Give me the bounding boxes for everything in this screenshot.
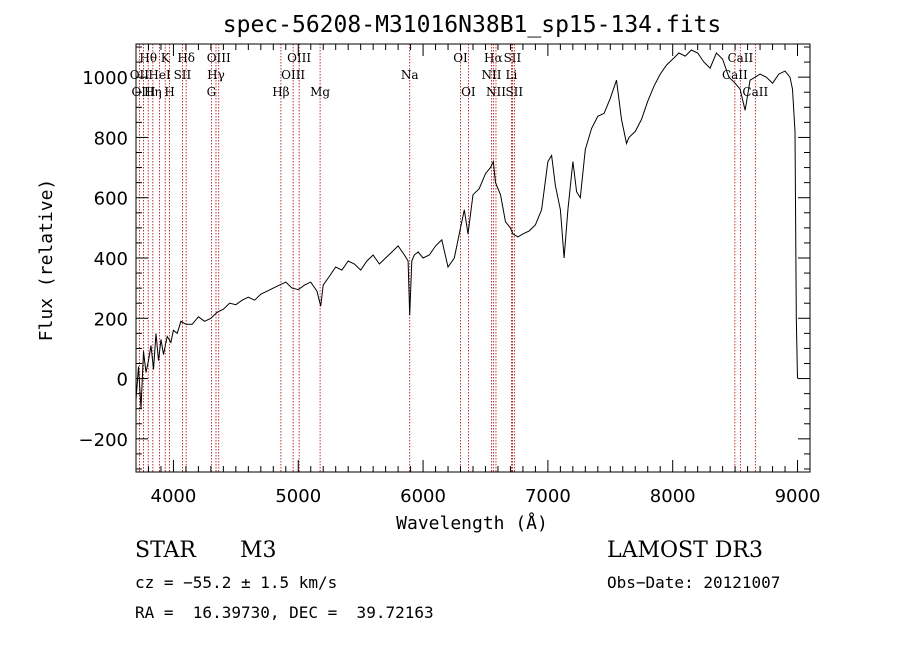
x-tick-label: 4000	[151, 486, 197, 507]
x-tick-label: 6000	[400, 486, 446, 507]
line-marker-label: Hγ	[207, 68, 225, 82]
line-marker-label: CaII	[742, 85, 768, 99]
line-marker-label: Li	[506, 68, 518, 82]
line-marker-label: Mg	[310, 85, 330, 99]
y-axis-label: Flux (relative)	[36, 179, 57, 342]
line-marker-label: NII	[481, 68, 501, 82]
y-tick-label: −200	[79, 430, 128, 451]
line-marker-label: SII	[504, 51, 522, 65]
x-tick-label: 9000	[775, 486, 821, 507]
x-axis-label: Wavelength (Å)	[396, 512, 548, 534]
line-marker-label: CaII	[727, 51, 753, 65]
line-marker-label: Hθ	[139, 51, 157, 65]
line-marker-label: OIII	[131, 85, 155, 99]
line-marker-label: CaII	[722, 68, 748, 82]
y-tick-label: 1000	[82, 68, 128, 89]
line-marker-label: H	[164, 85, 174, 99]
line-marker-label: NII	[486, 85, 506, 99]
line-marker-label: OIII	[281, 68, 305, 82]
line-marker-label: HeI	[148, 68, 171, 82]
line-marker-label: Na	[401, 68, 419, 82]
line-marker-label: Hη	[144, 85, 162, 99]
line-marker-label: OI	[461, 85, 476, 99]
x-tick-label: 8000	[650, 486, 696, 507]
x-tick-label: 5000	[275, 486, 321, 507]
chart-title: spec-56208-M31016N38B1_sp15-134.fits	[223, 12, 722, 38]
line-marker-label: OIII	[207, 51, 231, 65]
line-marker-label: K	[161, 51, 171, 65]
y-tick-label: 0	[117, 370, 128, 391]
redshift-velocity: cz = −55.2 ± 1.5 km/s	[135, 573, 338, 592]
object-subclass: M3	[240, 538, 277, 563]
line-marker-label: OI	[453, 51, 468, 65]
x-tick-label: 7000	[525, 486, 571, 507]
line-marker-label: Hβ	[272, 85, 289, 99]
y-tick-label: 600	[94, 189, 128, 210]
line-marker-label: Hα	[484, 51, 503, 65]
line-marker-label: SII	[174, 68, 192, 82]
plot-frame	[135, 43, 811, 473]
y-tick-label: 400	[94, 249, 128, 270]
observation-date: Obs−Date: 20121007	[607, 573, 781, 592]
y-tick-label: 800	[94, 128, 128, 149]
object-class: STAR	[135, 538, 196, 563]
line-marker-label: OIII	[287, 51, 311, 65]
y-tick-label: 200	[94, 309, 128, 330]
line-marker-label: Hδ	[177, 51, 195, 65]
line-marker-label: OII	[130, 68, 150, 82]
line-marker-label: SII	[505, 85, 523, 99]
coordinates: RA = 16.39730, DEC = 39.72163	[135, 603, 434, 622]
line-marker-label: G	[207, 85, 217, 99]
spectrum-line	[135, 49, 798, 409]
survey-name: LAMOST DR3	[607, 538, 763, 563]
axis-ticks: 4000 5000 6000 7000 8000 9000 −200 0 200 400 600 80…	[79, 44, 821, 507]
